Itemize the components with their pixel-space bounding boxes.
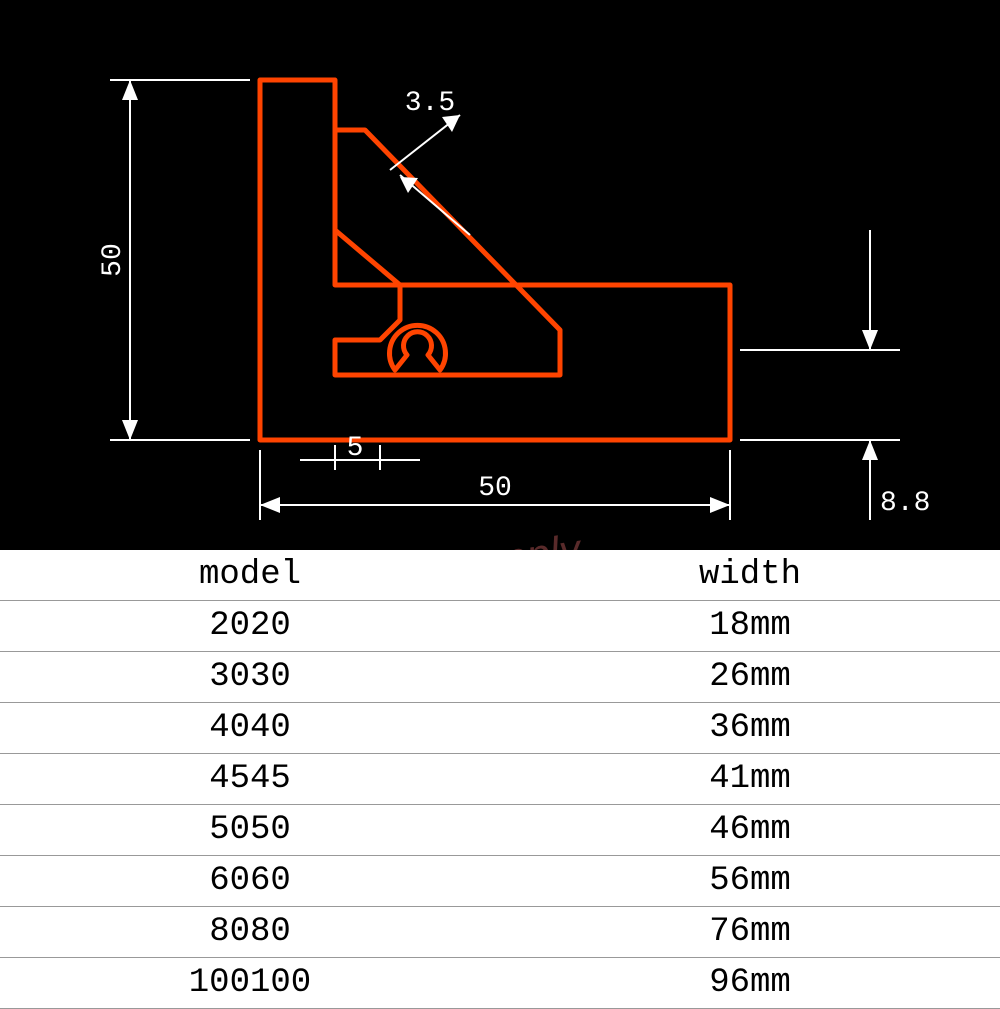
svg-text:50: 50	[478, 473, 512, 504]
table-row: 3030 26mm	[0, 652, 1000, 703]
cell-model: 3030	[0, 652, 500, 703]
cell-width: 76mm	[500, 907, 1000, 958]
col-model-header: model	[0, 550, 500, 601]
cell-model: 8080	[0, 907, 500, 958]
cell-model: 4040	[0, 703, 500, 754]
table-row: 2020 18mm	[0, 601, 1000, 652]
dim-height: 50	[98, 80, 250, 440]
svg-text:50: 50	[98, 243, 129, 277]
svg-text:8.8: 8.8	[880, 488, 930, 519]
dim-flange: 8.8	[740, 230, 930, 520]
table-row: 4040 36mm	[0, 703, 1000, 754]
table-row: 8080 76mm	[0, 907, 1000, 958]
cell-width: 41mm	[500, 754, 1000, 805]
svg-text:3.5: 3.5	[405, 88, 455, 119]
cell-width: 46mm	[500, 805, 1000, 856]
table-row: 6060 56mm	[0, 856, 1000, 907]
dim-wall: 3.5	[390, 88, 470, 235]
cell-model: 2020	[0, 601, 500, 652]
cell-width: 56mm	[500, 856, 1000, 907]
cell-width: 26mm	[500, 652, 1000, 703]
profile-gusset	[335, 130, 560, 375]
spec-table: model width 2020 18mm 3030 26mm 4040 36m…	[0, 550, 1000, 1009]
table-row: 4545 41mm	[0, 754, 1000, 805]
cell-model: 5050	[0, 805, 500, 856]
table-header-row: model width	[0, 550, 1000, 601]
table-row: 100100 96mm	[0, 958, 1000, 1009]
cell-model: 4545	[0, 754, 500, 805]
table-row: 5050 46mm	[0, 805, 1000, 856]
cell-model: 100100	[0, 958, 500, 1009]
svg-text:5: 5	[347, 433, 364, 464]
cell-model: 6060	[0, 856, 500, 907]
cell-width: 18mm	[500, 601, 1000, 652]
spec-table-container: model width 2020 18mm 3030 26mm 4040 36m…	[0, 550, 1000, 1009]
cell-width: 36mm	[500, 703, 1000, 754]
col-width-header: width	[500, 550, 1000, 601]
profile-svg: 50 50 3.5 8.8	[0, 0, 1000, 550]
cell-width: 96mm	[500, 958, 1000, 1009]
technical-drawing: 50 50 3.5 8.8	[0, 0, 1000, 550]
profile-keyhole	[390, 325, 446, 370]
